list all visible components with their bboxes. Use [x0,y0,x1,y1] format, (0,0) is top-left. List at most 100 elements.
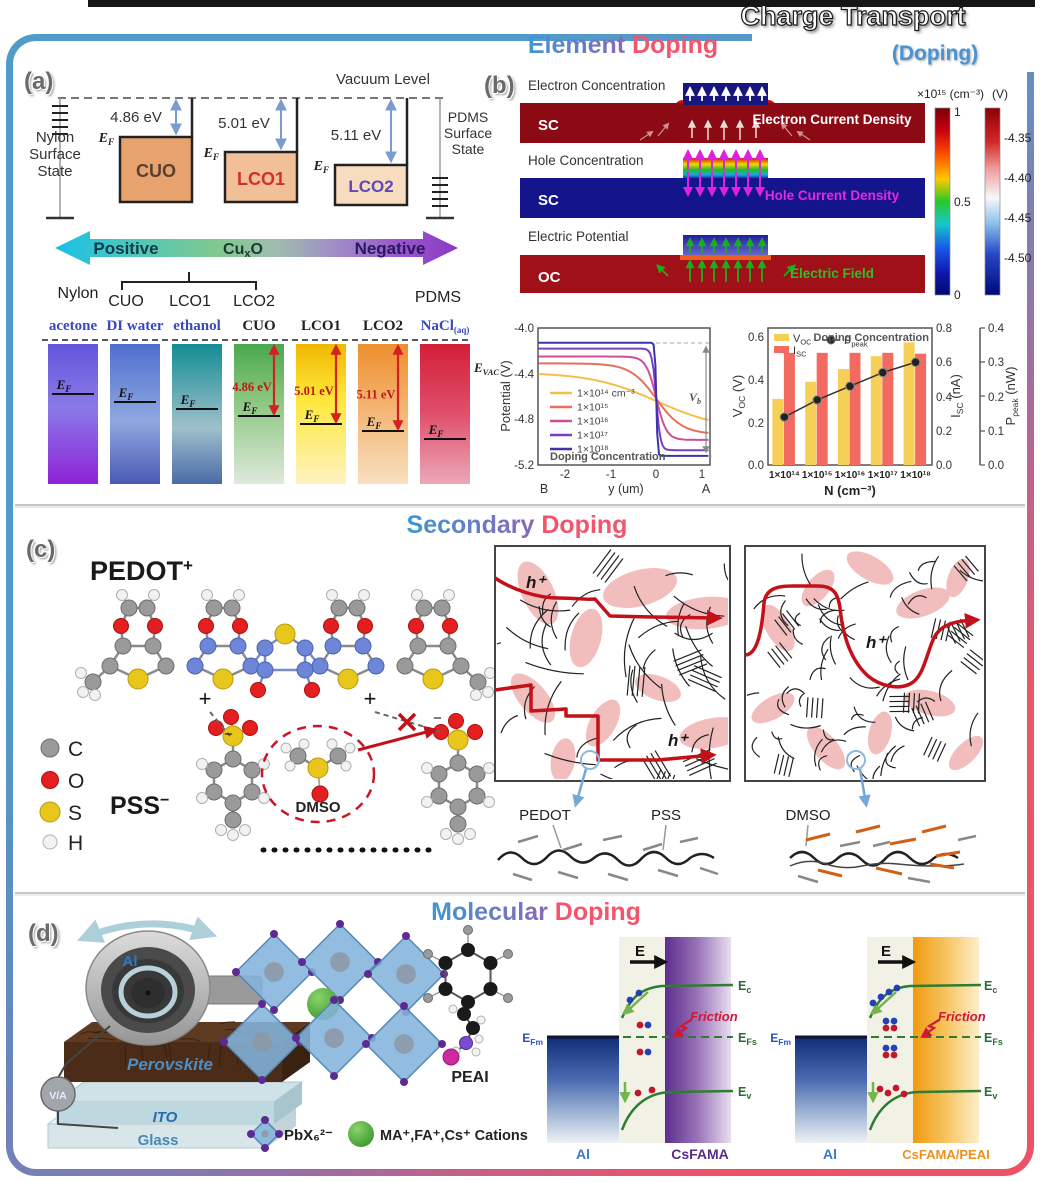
pbx-legend-label: PbX₆²⁻ [284,1127,333,1144]
dmso-chain-label: DMSO [786,807,831,824]
hole-concentration-map: SC Hole Current Density [520,149,925,218]
panel-d: Al V/A Perovskite ITO Glass PbX₆²⁻ MA⁺,F… [40,916,1003,1162]
panel-d-label: (d) [28,920,59,947]
svg-text:-4.8: -4.8 [514,414,534,426]
efs-label: EFs [738,1031,757,1047]
svg-text:-5.2: -5.2 [514,460,534,472]
voc-axis-label: VOC (V) [730,375,747,417]
pss-anion-label: PSS− [110,792,169,820]
ev-label: Ev [984,1085,997,1101]
band-diagram-csfama-peai [795,937,982,1143]
vacuum-level-label: Vacuum Level [336,71,430,88]
svg-text:4.86 eV: 4.86 eV [232,380,272,394]
al-disc-label: Al [123,953,138,970]
zoom-arrow [572,768,588,808]
svg-text:1×10¹⁸: 1×10¹⁸ [900,470,931,481]
svg-text:LCO1: LCO1 [301,318,341,334]
zoom-circle [846,750,866,770]
band-sc-label: CsFAMA [671,1146,729,1162]
svg-text:1×10¹⁴ cm⁻³: 1×10¹⁴ cm⁻³ [577,388,635,400]
panel-b-label: (b) [484,72,515,99]
pedot-chain-label: PEDOT [519,807,571,824]
svg-text:B: B [540,482,548,496]
svg-text:0.4: 0.4 [936,392,953,404]
svg-text:0.4: 0.4 [748,375,765,387]
svg-text:-2: -2 [560,469,570,481]
electric-potential-map: OC Electric Field [520,235,925,293]
svg-text:1×10¹⁶: 1×10¹⁶ [835,470,865,481]
ppeak-axis-label: Ppeak (nW) [1003,367,1020,426]
pedot-segments-doped [797,834,977,884]
dmso-label: DMSO [296,799,341,816]
dmso-action-arrow [357,725,438,752]
svg-text:C: C [68,738,83,761]
ec-label: Ec [738,979,751,995]
material-label: LCO2 [348,177,393,196]
voltmeter-label: V/A [49,1090,67,1102]
svg-text:0.8: 0.8 [936,323,952,335]
material-label: CUO [136,161,176,181]
colorbar-label: (V) [992,87,1008,101]
svg-text:0: 0 [954,288,961,302]
pedot-segments [512,834,719,882]
svg-text:0.2: 0.2 [988,392,1004,404]
polarity-arrow [55,231,458,265]
section-title-secondary-doping: Secondary Doping [367,511,667,540]
section-title-word2: Doping [541,511,628,539]
map-title: Electric Potential [528,229,629,244]
svg-text:ISC: ISC [793,345,807,359]
hole-label: h⁺ [526,573,547,592]
svg-text:EF: EF [242,399,258,416]
fermi-level-bars: EF EF EF EF 4.86 eV EF 5.01 eV EF 5.11 eV EF [48,343,470,484]
svg-text:0.6: 0.6 [748,332,764,344]
svg-text:EF: EF [180,392,196,409]
map-title: Electron Concentration [528,78,665,93]
colorbar-potential: (V) -4.35 -4.40 -4.45 -4.50 [984,87,1032,296]
x-axis-label: y (um) [608,482,643,496]
positive-label: Positive [93,239,158,258]
title-patch [752,28,1038,72]
cations-legend-label: MA⁺,FA⁺,Cs⁺ Cations [380,1128,528,1144]
efield-label: E [881,943,891,960]
svg-text:1×10¹⁵: 1×10¹⁵ [802,470,833,481]
svg-text:EF: EF [313,159,329,175]
panel-a-label: (a) [24,68,54,95]
zoom-circle [580,750,600,770]
legend-title: Doping Concentration [550,451,666,463]
svg-text:1×10¹⁷: 1×10¹⁷ [577,430,608,442]
region-label: SC [538,192,559,209]
hole-label: h⁺ [668,731,689,750]
pss-chain-label: PSS [651,807,681,824]
cuo-level: 4.86 eV EF CUO [98,98,194,204]
bar-label-nacl: NaCl(aq) [421,318,470,335]
svg-text:0.0: 0.0 [936,460,952,472]
nylon-state-label: Nylon [36,129,74,146]
svg-text:-4.35: -4.35 [1004,131,1032,145]
peai-label: PEAI [451,1069,488,1086]
efs-label: EFs [984,1031,1003,1047]
svg-text:0: 0 [653,469,659,481]
cuxo-label: CuxO [223,241,263,260]
svg-text:5.01 eV: 5.01 eV [294,384,334,398]
vb-label: Vb [689,390,701,406]
dmso-circle [260,724,376,824]
row-label: Nylon [58,285,99,302]
svg-text:EF: EF [428,422,444,439]
potential-curves [538,341,709,457]
svg-text:1: 1 [954,105,961,119]
figure-title: Charge Transport [740,0,966,31]
svg-text:EF: EF [366,414,382,431]
svg-text:A: A [702,482,711,496]
workfunction-value: 4.86 eV [110,109,162,126]
svg-text:EF: EF [118,385,134,402]
potential-line-plot: 1×10¹⁴ cm⁻³ 1×10¹⁵ 1×10¹⁶ 1×10¹⁷ 1×10¹⁸ Vb D… [498,323,712,496]
pss-backbone-doped [789,850,959,867]
svg-text:1×10¹⁶: 1×10¹⁶ [577,416,608,428]
positive-charge: + [364,686,377,711]
band-metal-label: Al [576,1146,590,1162]
figure-subtitle: (Doping) [891,42,979,65]
svg-text:VOC: VOC [793,333,812,347]
friction-label: Friction [938,1009,986,1024]
region-label: SC [538,117,559,134]
row-label: LCO1 [169,293,211,310]
